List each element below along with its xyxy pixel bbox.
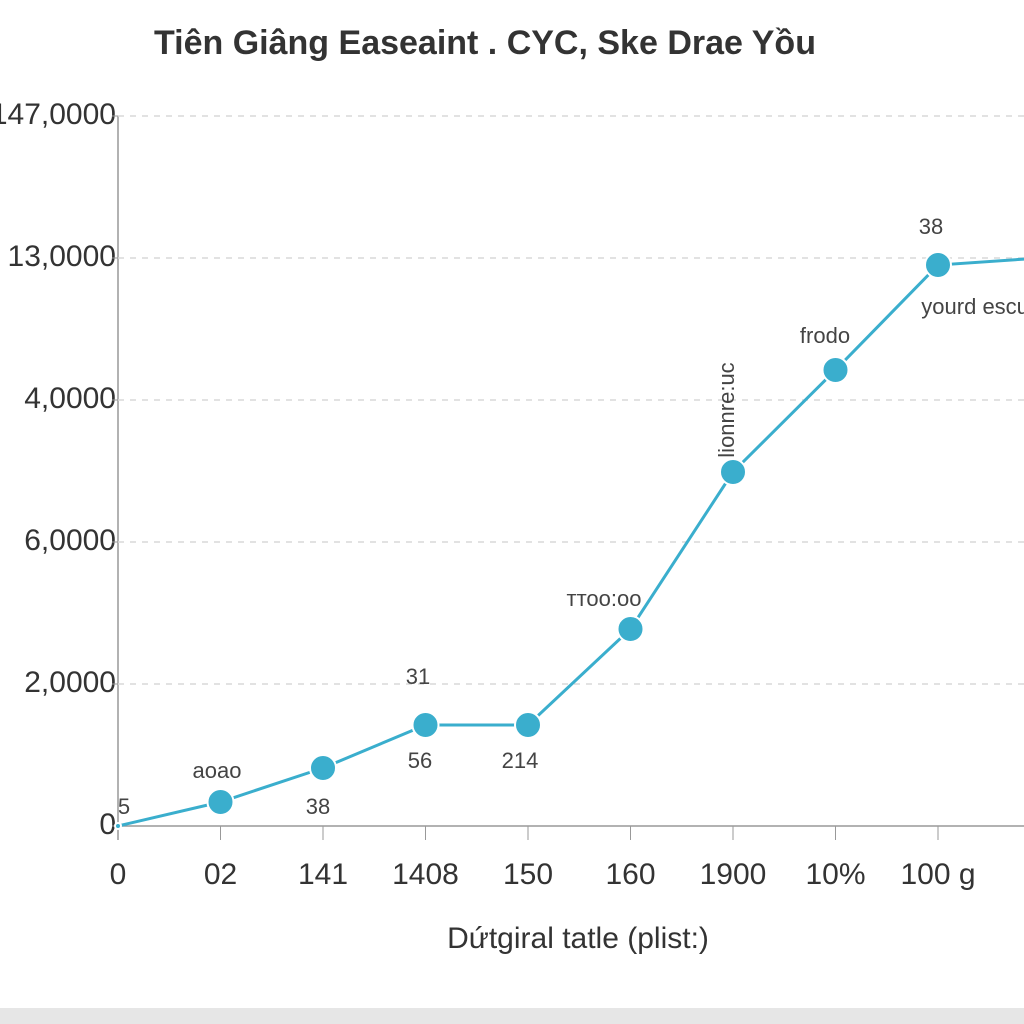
y-tick-label: 2,0000: [24, 666, 116, 699]
chart-title: Tiên Giâng Easeaint . CYC, Ske Drae Yồu: [154, 24, 816, 62]
x-tick-label: 160: [605, 858, 655, 891]
x-tick-label: 1900: [700, 858, 767, 891]
x-tick-label: 0: [110, 858, 127, 891]
annotation: 38: [306, 794, 330, 819]
annotation: 214: [502, 748, 539, 773]
annotation: 56: [408, 748, 432, 773]
y-tick-label: 0: [99, 808, 116, 841]
x-tick-label: 1408: [392, 858, 459, 891]
annotation: ттоо:оо: [567, 586, 642, 611]
x-tick-label: 141: [298, 858, 348, 891]
data-point: [114, 822, 122, 830]
data-point: [309, 753, 337, 782]
data-point: [821, 355, 850, 384]
data-point: [719, 457, 747, 486]
data-point: [514, 710, 542, 739]
data-point: [206, 788, 235, 817]
series-line: [117, 257, 1024, 828]
data-point: [616, 614, 645, 643]
x-axis-label: Dứtgiral tatle (plist:): [447, 922, 709, 955]
annotation: yourd esculi: [921, 294, 1024, 319]
y-tick-label: 4,0000: [24, 382, 116, 415]
annotation: aoao: [193, 758, 242, 783]
y-tick-label: 147,0000: [0, 98, 116, 131]
x-tick-label: 150: [503, 858, 553, 891]
bottom-strip: [0, 1008, 1024, 1024]
x-tick-label: 100 g: [900, 858, 975, 891]
y-tick-label: 6,0000: [24, 524, 116, 557]
data-point: [411, 710, 440, 739]
annotation: 31: [406, 664, 430, 689]
annotation: 38: [919, 214, 943, 239]
x-tick-label: 02: [204, 858, 237, 891]
data-point: [924, 251, 952, 280]
annotation: lionnre:uc: [714, 362, 739, 457]
y-tick-label: 13,0000: [8, 240, 116, 273]
annotation: 5: [118, 794, 130, 819]
x-tick-label: 10%: [805, 858, 865, 891]
annotation: frodo: [800, 323, 850, 348]
